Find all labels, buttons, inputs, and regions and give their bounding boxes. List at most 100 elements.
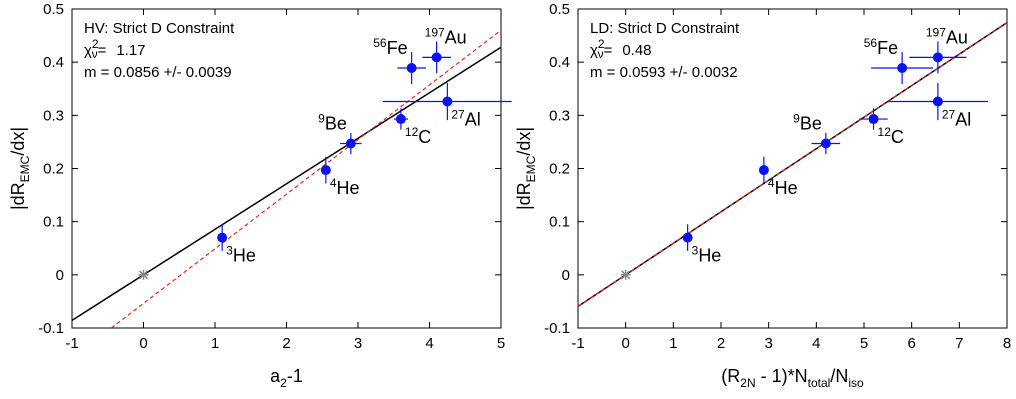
nucleus-mass-number: 3 bbox=[692, 244, 699, 258]
x-tick-label: 5 bbox=[497, 335, 505, 352]
y-tick-label: -0.1 bbox=[38, 320, 64, 337]
info-chi2: χ2 ν= 0.48 bbox=[590, 37, 652, 61]
chi-sup: 2 bbox=[92, 37, 99, 51]
nucleus-label: 56Fe bbox=[373, 36, 407, 58]
nucleus-symbol: Au bbox=[946, 27, 968, 47]
nucleus-label: 27Al bbox=[942, 108, 971, 130]
data-point bbox=[320, 165, 331, 176]
nucleus-label: 27Al bbox=[451, 108, 480, 130]
chi-sup: 2 bbox=[598, 37, 605, 51]
chi-symbol: χ bbox=[84, 42, 92, 59]
chi-value: 1.17 bbox=[116, 42, 145, 59]
nucleus-mass-number: 9 bbox=[793, 112, 800, 126]
chi-equals: = bbox=[604, 42, 613, 59]
fit-line-dashed bbox=[578, 22, 1007, 307]
x-axis-label-sub: total bbox=[808, 376, 831, 390]
y-tick-label: 0.4 bbox=[549, 54, 570, 71]
x-axis-label-sub: iso bbox=[848, 376, 864, 390]
nucleus-label: 12C bbox=[405, 125, 431, 147]
x-axis-label-part: /N bbox=[830, 366, 848, 386]
data-point bbox=[758, 165, 769, 176]
info-slope: m = 0.0856 +/- 0.0039 bbox=[84, 64, 232, 81]
data-point bbox=[932, 52, 943, 63]
nucleus-mass-number: 12 bbox=[878, 125, 892, 139]
nucleus-symbol: C bbox=[891, 127, 904, 147]
y-axis-label-sub: EMC bbox=[18, 155, 32, 182]
x-axis-label-part: -1 bbox=[287, 366, 303, 386]
x-axis-label-part: (R bbox=[721, 366, 740, 386]
nucleus-symbol: Al bbox=[465, 110, 481, 130]
nucleus-mass-number: 27 bbox=[451, 108, 465, 122]
data-point bbox=[406, 63, 417, 74]
nucleus-mass-number: 56 bbox=[864, 36, 878, 50]
x-tick-label: 8 bbox=[1003, 335, 1011, 352]
nucleus-mass-number: 197 bbox=[425, 25, 445, 39]
chi-value: 0.48 bbox=[622, 42, 651, 59]
y-tick-label: 0.4 bbox=[43, 54, 64, 71]
x-axis-label: a2-1 bbox=[270, 366, 303, 390]
y-axis-label-part: |dR bbox=[8, 182, 28, 210]
nucleus-symbol: Be bbox=[325, 114, 347, 134]
y-axis-label-part: |dR bbox=[514, 182, 534, 210]
nucleus-mass-number: 27 bbox=[942, 108, 956, 122]
chi-equals: = bbox=[98, 42, 107, 59]
y-axis-label-part: /dx| bbox=[514, 127, 534, 156]
nucleus-symbol: He bbox=[775, 178, 798, 198]
x-tick-label: 0 bbox=[621, 335, 629, 352]
x-tick-label: 3 bbox=[354, 335, 362, 352]
nucleus-label: 3He bbox=[692, 244, 722, 266]
nucleus-label: 12C bbox=[878, 125, 904, 147]
y-tick-label: 0.3 bbox=[43, 107, 64, 124]
panel-hv: -1 0 1 2 3 4 5-0.100.10.20.30.40.5|dREMC/dx|a2… bbox=[8, 1, 512, 390]
x-tick-label: 2 bbox=[717, 335, 725, 352]
nucleus-label: 4He bbox=[768, 176, 798, 198]
y-axis-label-sub: EMC bbox=[524, 155, 538, 182]
y-tick-label: 0.1 bbox=[549, 214, 570, 231]
nucleus-label: 56Fe bbox=[864, 36, 898, 58]
data-point bbox=[442, 96, 453, 107]
x-tick-label: 0 bbox=[139, 335, 147, 352]
data-point bbox=[217, 232, 228, 243]
fit-line-dashed bbox=[110, 29, 501, 328]
y-tick-label: 0.2 bbox=[43, 161, 64, 178]
x-tick-label: 1 bbox=[669, 335, 677, 352]
nucleus-symbol: Au bbox=[445, 27, 467, 47]
nucleus-mass-number: 4 bbox=[768, 176, 775, 190]
chi-sub: ν bbox=[598, 47, 604, 61]
panel-ld: -1 0 1 2 3 4 5 6 7 8-0.100.10.20.30.40.5|dREMC/dx… bbox=[514, 1, 1011, 390]
plot-area bbox=[578, 21, 1007, 307]
info-title: HV: Strict D Constraint bbox=[84, 20, 235, 37]
y-axis-label: |dREMC/dx| bbox=[8, 127, 32, 210]
nucleus-mass-number: 9 bbox=[318, 112, 325, 126]
x-tick-label: 4 bbox=[812, 335, 820, 352]
nucleus-label: 3He bbox=[226, 244, 256, 266]
origin-marker bbox=[138, 270, 149, 280]
nucleus-mass-number: 56 bbox=[373, 36, 387, 50]
nucleus-symbol: He bbox=[337, 178, 360, 198]
fit-line bbox=[72, 46, 501, 321]
info-chi2: χ2 ν= 1.17 bbox=[84, 37, 146, 61]
origin-marker bbox=[621, 270, 631, 280]
y-axis-label-part: /dx| bbox=[8, 127, 28, 156]
nucleus-symbol: He bbox=[698, 246, 721, 266]
data-point bbox=[431, 52, 442, 63]
x-tick-label: 7 bbox=[955, 335, 963, 352]
data-point bbox=[820, 138, 831, 149]
nucleus-symbol: Fe bbox=[877, 38, 898, 58]
y-tick-label: 0 bbox=[56, 267, 64, 284]
nucleus-mass-number: 12 bbox=[405, 125, 419, 139]
x-axis-label: (R2N - 1)*Ntotal/Niso bbox=[721, 366, 864, 390]
data-point bbox=[682, 232, 693, 243]
nucleus-symbol: C bbox=[418, 127, 431, 147]
nucleus-symbol: He bbox=[233, 246, 256, 266]
x-tick-label: 5 bbox=[860, 335, 868, 352]
nucleus-symbol: Al bbox=[955, 110, 971, 130]
data-point bbox=[932, 96, 943, 107]
x-axis-label-sub: 2N bbox=[740, 376, 755, 390]
nucleus-mass-number: 3 bbox=[226, 244, 233, 258]
y-tick-label: 0 bbox=[562, 267, 570, 284]
data-point bbox=[897, 63, 908, 74]
chi-sub: ν bbox=[92, 47, 98, 61]
nucleus-label: 9Be bbox=[793, 112, 822, 134]
